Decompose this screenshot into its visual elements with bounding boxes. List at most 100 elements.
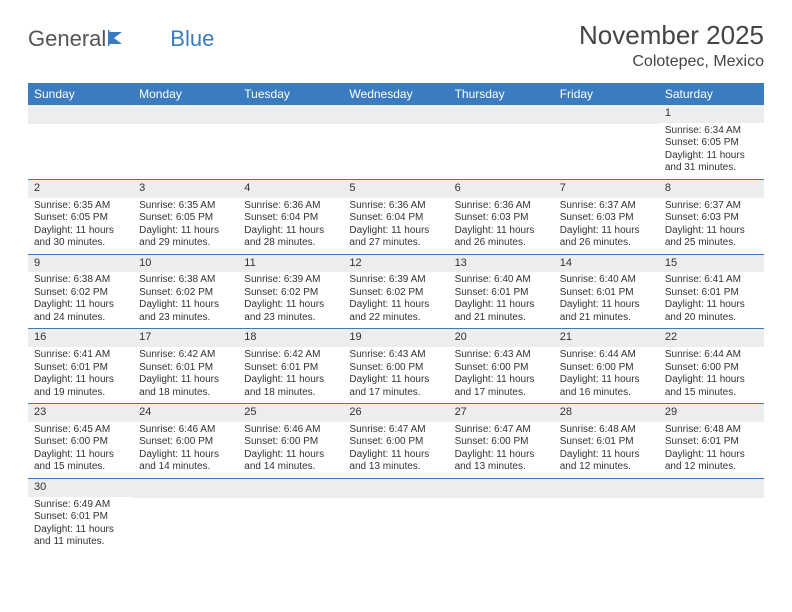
sunset-text: Sunset: 6:03 PM: [665, 212, 758, 225]
sunset-text: Sunset: 6:00 PM: [34, 436, 127, 449]
sunrise-text: Sunrise: 6:36 AM: [349, 200, 442, 213]
sunset-text: Sunset: 6:03 PM: [455, 212, 548, 225]
sunset-text: Sunset: 6:00 PM: [349, 362, 442, 375]
day-number: 16: [28, 329, 133, 347]
daylight-text: Daylight: 11 hours and 25 minutes.: [665, 225, 758, 250]
sunset-text: Sunset: 6:00 PM: [455, 436, 548, 449]
sunset-text: Sunset: 6:05 PM: [139, 212, 232, 225]
calendar-day-cell: 16Sunrise: 6:41 AMSunset: 6:01 PMDayligh…: [28, 329, 133, 404]
day-number: [343, 479, 448, 498]
day-number: 10: [133, 255, 238, 273]
sunset-text: Sunset: 6:00 PM: [665, 362, 758, 375]
flag-icon: [108, 26, 130, 52]
day-number: [659, 479, 764, 498]
sunrise-text: Sunrise: 6:37 AM: [560, 200, 653, 213]
calendar-day-cell: 19Sunrise: 6:43 AMSunset: 6:00 PMDayligh…: [343, 329, 448, 404]
sunset-text: Sunset: 6:00 PM: [349, 436, 442, 449]
day-details: Sunrise: 6:39 AMSunset: 6:02 PMDaylight:…: [244, 274, 337, 324]
daylight-text: Daylight: 11 hours and 20 minutes.: [665, 299, 758, 324]
calendar-day-cell: [238, 105, 343, 179]
day-number: 9: [28, 255, 133, 273]
daylight-text: Daylight: 11 hours and 12 minutes.: [560, 449, 653, 474]
day-details: Sunrise: 6:42 AMSunset: 6:01 PMDaylight:…: [244, 349, 337, 399]
day-details: Sunrise: 6:35 AMSunset: 6:05 PMDaylight:…: [139, 200, 232, 250]
weekday-header: Friday: [554, 83, 659, 105]
daylight-text: Daylight: 11 hours and 13 minutes.: [349, 449, 442, 474]
day-number: 17: [133, 329, 238, 347]
sunrise-text: Sunrise: 6:35 AM: [34, 200, 127, 213]
day-number: [238, 479, 343, 498]
day-number: 2: [28, 180, 133, 198]
sunset-text: Sunset: 6:00 PM: [139, 436, 232, 449]
sunset-text: Sunset: 6:02 PM: [139, 287, 232, 300]
sunset-text: Sunset: 6:01 PM: [560, 436, 653, 449]
weekday-header: Sunday: [28, 83, 133, 105]
daylight-text: Daylight: 11 hours and 23 minutes.: [244, 299, 337, 324]
sunrise-text: Sunrise: 6:44 AM: [665, 349, 758, 362]
sunset-text: Sunset: 6:01 PM: [244, 362, 337, 375]
calendar-day-cell: [28, 105, 133, 179]
sunset-text: Sunset: 6:02 PM: [349, 287, 442, 300]
brand-part1: General: [28, 26, 106, 52]
day-details: Sunrise: 6:42 AMSunset: 6:01 PMDaylight:…: [139, 349, 232, 399]
sunrise-text: Sunrise: 6:47 AM: [455, 424, 548, 437]
location-subtitle: Colotepec, Mexico: [579, 53, 764, 71]
sunset-text: Sunset: 6:05 PM: [34, 212, 127, 225]
calendar-day-cell: 22 Sunrise: 6:44 AMSunset: 6:00 PMDayligh…: [659, 329, 764, 404]
calendar-day-cell: [133, 478, 238, 552]
calendar-day-cell: 13Sunrise: 6:40 AMSunset: 6:01 PMDayligh…: [449, 254, 554, 329]
day-number: 22: [659, 329, 764, 347]
calendar-day-cell: 6 Sunrise: 6:36 AMSunset: 6:03 PMDaylight…: [449, 179, 554, 254]
day-details: Sunrise: 6:41 AMSunset: 6:01 PMDaylight:…: [665, 274, 758, 324]
calendar-day-cell: [554, 478, 659, 552]
daylight-text: Daylight: 11 hours and 14 minutes.: [244, 449, 337, 474]
sunrise-text: Sunrise: 6:36 AM: [244, 200, 337, 213]
sunset-text: Sunset: 6:01 PM: [665, 287, 758, 300]
day-details: Sunrise: 6:34 AMSunset: 6:05 PMDaylight:…: [665, 125, 758, 175]
day-number: 24: [133, 404, 238, 422]
day-number: 6: [449, 180, 554, 198]
sunset-text: Sunset: 6:01 PM: [560, 287, 653, 300]
calendar-day-cell: 9Sunrise: 6:38 AMSunset: 6:02 PMDaylight…: [28, 254, 133, 329]
calendar-week-row: 2Sunrise: 6:35 AMSunset: 6:05 PMDaylight…: [28, 179, 764, 254]
calendar-day-cell: 25 Sunrise: 6:46 AMSunset: 6:00 PMDayligh…: [238, 404, 343, 479]
sunset-text: Sunset: 6:00 PM: [244, 436, 337, 449]
day-details: Sunrise: 6:48 AMSunset: 6:01 PMDaylight:…: [665, 424, 758, 474]
daylight-text: Daylight: 11 hours and 26 minutes.: [560, 225, 653, 250]
calendar-day-cell: 26Sunrise: 6:47 AMSunset: 6:00 PMDayligh…: [343, 404, 448, 479]
day-details: Sunrise: 6:36 AMSunset: 6:03 PMDaylight:…: [455, 200, 548, 250]
day-number: [554, 105, 659, 124]
day-number: [554, 479, 659, 498]
calendar-week-row: 16Sunrise: 6:41 AMSunset: 6:01 PMDayligh…: [28, 329, 764, 404]
calendar-day-cell: [449, 105, 554, 179]
sunset-text: Sunset: 6:05 PM: [665, 137, 758, 150]
day-details: Sunrise: 6:44 AMSunset: 6:00 PMDaylight:…: [665, 349, 758, 399]
daylight-text: Daylight: 11 hours and 22 minutes.: [349, 299, 442, 324]
calendar-day-cell: 27Sunrise: 6:47 AMSunset: 6:00 PMDayligh…: [449, 404, 554, 479]
weekday-header-row: Sunday Monday Tuesday Wednesday Thursday…: [28, 83, 764, 105]
day-number: 15: [659, 255, 764, 273]
calendar-day-cell: 15Sunrise: 6:41 AMSunset: 6:01 PMDayligh…: [659, 254, 764, 329]
sunrise-text: Sunrise: 6:36 AM: [455, 200, 548, 213]
calendar-day-cell: 29Sunrise: 6:48 AMSunset: 6:01 PMDayligh…: [659, 404, 764, 479]
day-details: Sunrise: 6:36 AMSunset: 6:04 PMDaylight:…: [349, 200, 442, 250]
sunset-text: Sunset: 6:04 PM: [349, 212, 442, 225]
page-header: GeneralBlue November 2025 Colotepec, Mex…: [28, 20, 764, 71]
sunrise-text: Sunrise: 6:34 AM: [665, 125, 758, 138]
sunrise-text: Sunrise: 6:47 AM: [349, 424, 442, 437]
day-number: 7: [554, 180, 659, 198]
calendar-day-cell: [554, 105, 659, 179]
sunset-text: Sunset: 6:04 PM: [244, 212, 337, 225]
calendar-day-cell: 5Sunrise: 6:36 AMSunset: 6:04 PMDaylight…: [343, 179, 448, 254]
day-number: [133, 479, 238, 498]
day-details: Sunrise: 6:40 AMSunset: 6:01 PMDaylight:…: [560, 274, 653, 324]
day-number: 25: [238, 404, 343, 422]
day-details: Sunrise: 6:39 AMSunset: 6:02 PMDaylight:…: [349, 274, 442, 324]
calendar-day-cell: [238, 478, 343, 552]
day-details: Sunrise: 6:37 AMSunset: 6:03 PMDaylight:…: [665, 200, 758, 250]
sunrise-text: Sunrise: 6:41 AM: [34, 349, 127, 362]
day-details: Sunrise: 6:46 AMSunset: 6:00 PMDaylight:…: [244, 424, 337, 474]
weekday-header: Saturday: [659, 83, 764, 105]
sunrise-text: Sunrise: 6:43 AM: [455, 349, 548, 362]
day-number: 20: [449, 329, 554, 347]
